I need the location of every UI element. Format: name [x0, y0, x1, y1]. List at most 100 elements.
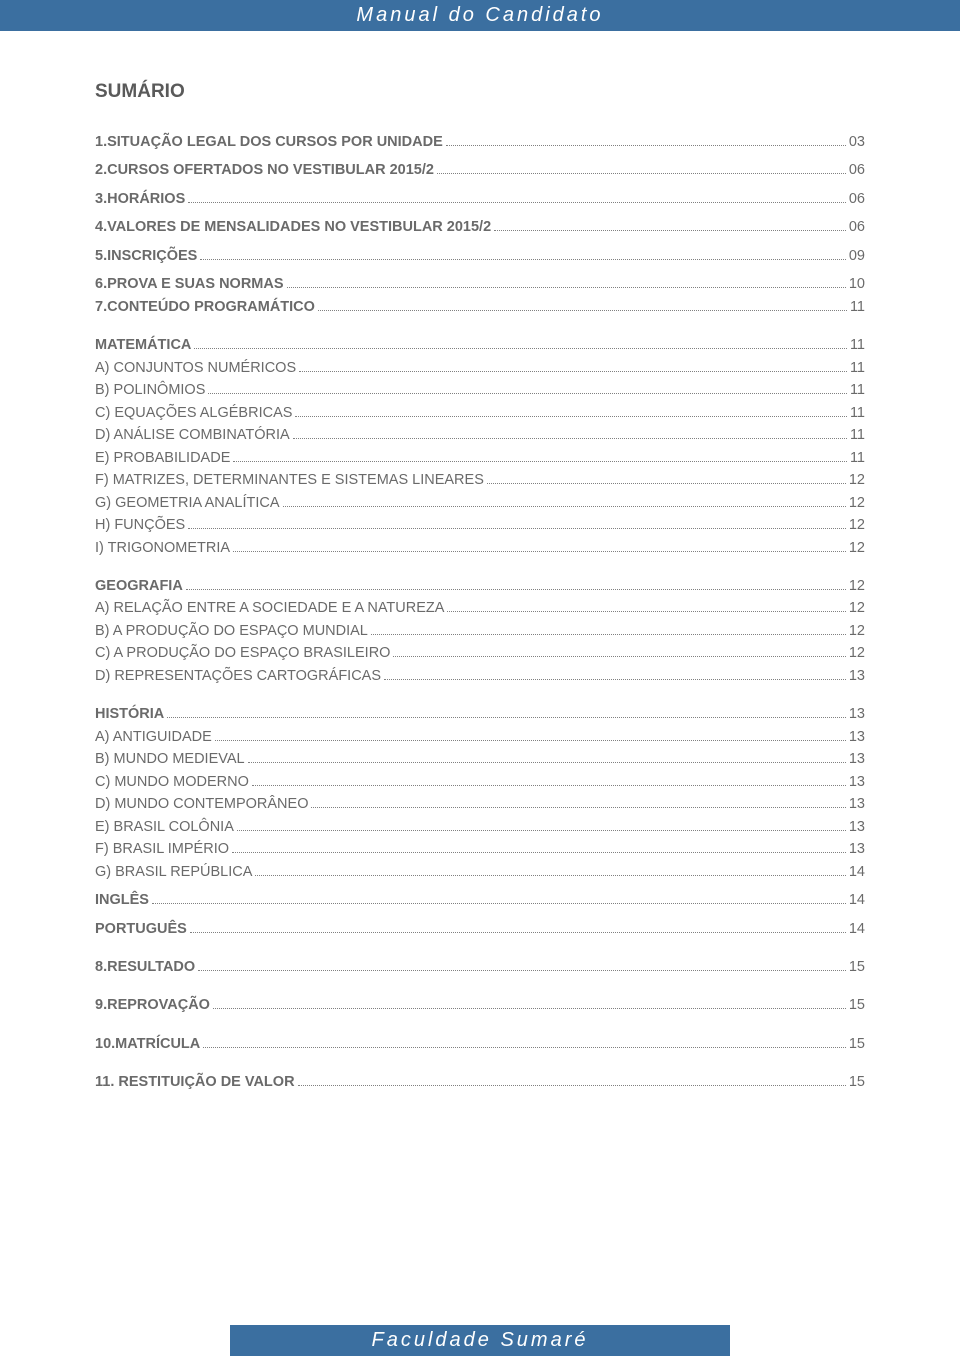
toc-label: 6.PROVA E SUAS NORMAS [95, 273, 284, 295]
toc-page: 13 [849, 793, 865, 815]
toc-label: 4.VALORES DE MENSALIDADES NO VESTIBULAR … [95, 216, 491, 238]
toc-label: G) GEOMETRIA ANALÍTICA [95, 492, 280, 514]
toc-line: 4.VALORES DE MENSALIDADES NO VESTIBULAR … [95, 216, 865, 238]
toc-page: 12 [849, 492, 865, 514]
sumario-heading: SUMÁRIO [95, 81, 865, 103]
toc-page: 11 [850, 447, 865, 469]
toc-label: I) TRIGONOMETRIA [95, 537, 230, 559]
toc-line: I) TRIGONOMETRIA12 [95, 537, 865, 559]
toc-page: 10 [849, 273, 865, 295]
toc-line: F) BRASIL IMPÉRIO 13 [95, 838, 865, 860]
toc-dots [311, 807, 845, 808]
toc-label: D) REPRESENTAÇÕES CARTOGRÁFICAS [95, 665, 381, 687]
toc-label: PORTUGUÊS [95, 918, 187, 940]
toc-page: 12 [849, 597, 865, 619]
toc-dots [318, 310, 847, 311]
toc-page: 11 [850, 334, 865, 356]
toc-gap [95, 559, 865, 575]
toc-page: 13 [849, 665, 865, 687]
toc-line: D) ANÁLISE COMBINATÓRIA11 [95, 424, 865, 446]
toc-dots [446, 145, 846, 146]
toc-dots [167, 717, 846, 718]
toc-line: MATEMÁTICA 11 [95, 334, 865, 356]
toc-page: 06 [849, 159, 865, 181]
toc-label: B) MUNDO MEDIEVAL [95, 748, 245, 770]
toc-label: 1.SITUAÇÃO LEGAL DOS CURSOS POR UNIDADE [95, 131, 443, 153]
toc-line: 11. RESTITUIÇÃO DE VALOR15 [95, 1071, 865, 1093]
toc-page: 12 [849, 514, 865, 536]
toc-page: 13 [849, 748, 865, 770]
toc-label: D) MUNDO CONTEMPORÂNEO [95, 793, 308, 815]
toc-dots [393, 656, 845, 657]
toc-label: C) MUNDO MODERNO [95, 771, 249, 793]
toc-label: B) POLINÔMIOS [95, 379, 205, 401]
toc-page: 13 [849, 816, 865, 838]
toc-dots [299, 371, 847, 372]
toc-dots [198, 970, 846, 971]
toc-label: 9.REPROVAÇÃO [95, 994, 210, 1016]
toc-label: E) PROBABILIDADE [95, 447, 230, 469]
toc-label: INGLÊS [95, 889, 149, 911]
toc-dots [384, 679, 846, 680]
toc-page: 12 [849, 642, 865, 664]
toc-container: 1.SITUAÇÃO LEGAL DOS CURSOS POR UNIDADE 0… [95, 131, 865, 1094]
toc-line: 2.CURSOS OFERTADOS NO VESTIBULAR 2015/2 0… [95, 159, 865, 181]
toc-line: H) FUNÇÕES 12 [95, 514, 865, 536]
toc-label: E) BRASIL COLÔNIA [95, 816, 234, 838]
toc-line: B) MUNDO MEDIEVAL 13 [95, 748, 865, 770]
toc-page: 12 [849, 575, 865, 597]
toc-page: 03 [849, 131, 865, 153]
toc-line: 6.PROVA E SUAS NORMAS 10 [95, 273, 865, 295]
toc-dots [232, 852, 846, 853]
toc-line: 9.REPROVAÇÃO 15 [95, 994, 865, 1016]
toc-line: 10.MATRÍCULA15 [95, 1033, 865, 1055]
toc-page: 15 [849, 994, 865, 1016]
toc-page: 11 [850, 357, 865, 379]
toc-line: F) MATRIZES, DETERMINANTES E SISTEMAS LI… [95, 469, 865, 491]
toc-page: 15 [849, 1071, 865, 1093]
toc-label: 10.MATRÍCULA [95, 1033, 200, 1055]
toc-label: 2.CURSOS OFERTADOS NO VESTIBULAR 2015/2 [95, 159, 434, 181]
toc-dots [203, 1047, 846, 1048]
toc-line: 7.CONTEÚDO PROGRAMÁTICO11 [95, 296, 865, 318]
toc-dots [298, 1085, 846, 1086]
toc-line: D) MUNDO CONTEMPORÂNEO 13 [95, 793, 865, 815]
toc-line: B) A PRODUÇÃO DO ESPAÇO MUNDIAL 12 [95, 620, 865, 642]
toc-page: 11 [850, 424, 865, 446]
toc-page: 13 [849, 703, 865, 725]
toc-dots [487, 483, 846, 484]
toc-page: 13 [849, 771, 865, 793]
toc-dots [283, 506, 846, 507]
toc-dots [233, 551, 846, 552]
toc-page: 13 [849, 838, 865, 860]
toc-dots [237, 830, 846, 831]
toc-line: A) ANTIGUIDADE13 [95, 726, 865, 748]
toc-label: B) A PRODUÇÃO DO ESPAÇO MUNDIAL [95, 620, 368, 642]
toc-gap [95, 940, 865, 956]
toc-page: 14 [849, 889, 865, 911]
toc-gap [95, 318, 865, 334]
toc-page: 11 [850, 402, 865, 424]
toc-label: F) BRASIL IMPÉRIO [95, 838, 229, 860]
toc-line: A) CONJUNTOS NUMÉRICOS11 [95, 357, 865, 379]
toc-dots [252, 785, 846, 786]
toc-line: A) RELAÇÃO ENTRE A SOCIEDADE E A NATUREZ… [95, 597, 865, 619]
toc-dots [447, 611, 845, 612]
toc-dots [437, 173, 846, 174]
toc-page: 12 [849, 620, 865, 642]
toc-line: HISTÓRIA13 [95, 703, 865, 725]
toc-dots [194, 348, 847, 349]
toc-line: E) PROBABILIDADE 11 [95, 447, 865, 469]
toc-line: G) GEOMETRIA ANALÍTICA 12 [95, 492, 865, 514]
toc-line: 3.HORÁRIOS06 [95, 188, 865, 210]
toc-page: 11 [850, 379, 865, 401]
toc-page: 15 [849, 956, 865, 978]
page-header-bar: Manual do Candidato [0, 0, 960, 31]
toc-label: H) FUNÇÕES [95, 514, 185, 536]
toc-line: GEOGRAFIA12 [95, 575, 865, 597]
toc-gap [95, 1017, 865, 1033]
toc-page: 12 [849, 469, 865, 491]
toc-label: MATEMÁTICA [95, 334, 191, 356]
toc-gap [95, 687, 865, 703]
toc-dots [255, 875, 845, 876]
